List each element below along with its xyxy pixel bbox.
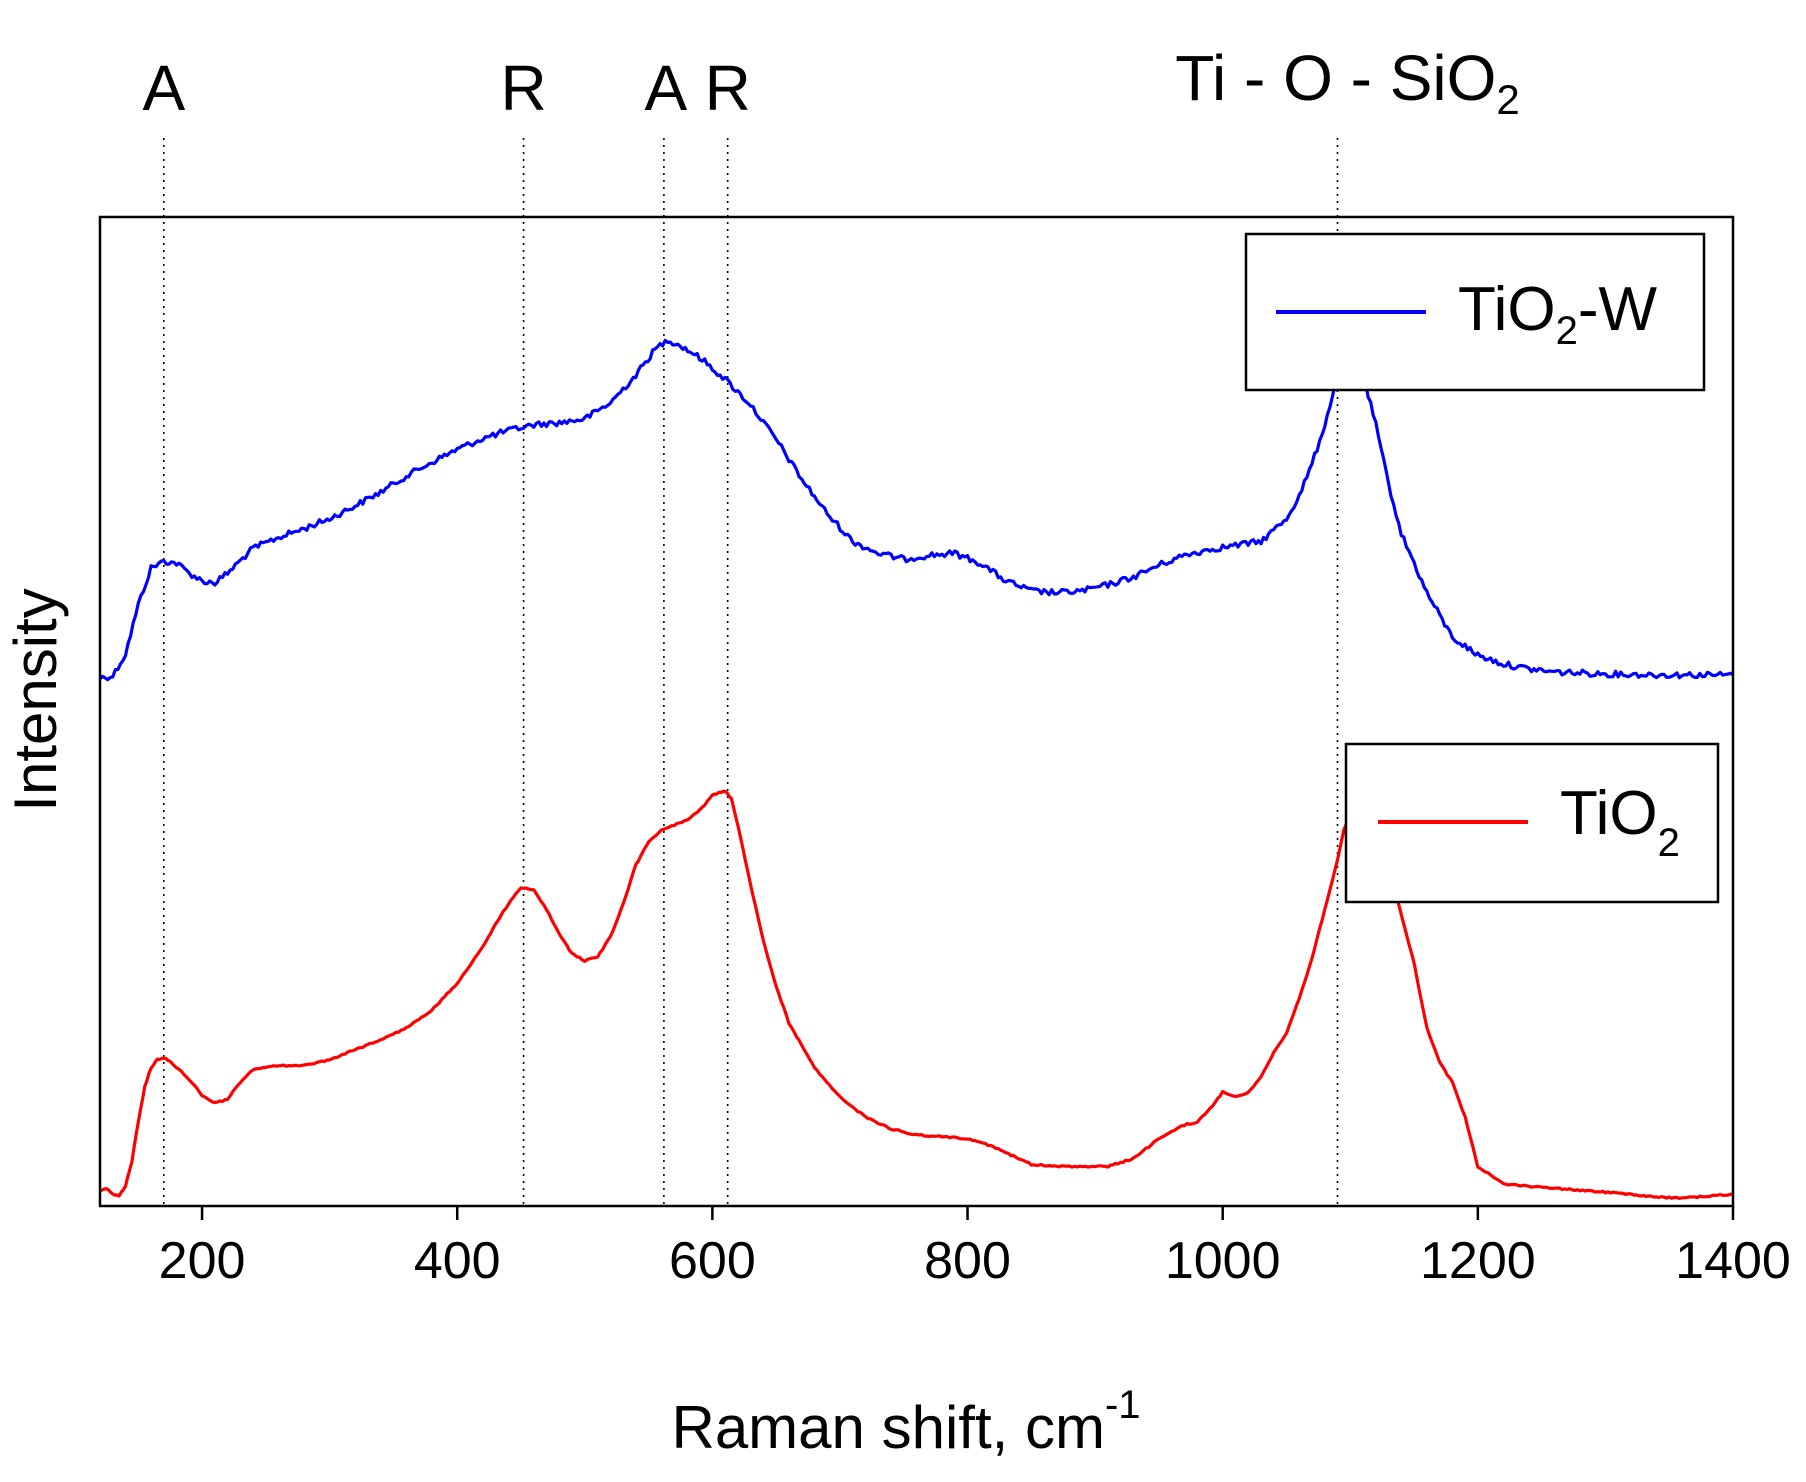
series-layer (98, 338, 1734, 1200)
annotation-label-rutile-2: R (705, 52, 751, 124)
y-axis-label: Intensity (2, 588, 69, 811)
x-tick-label-200: 200 (159, 1232, 246, 1290)
legend-label-tio2: TiO2 (1560, 779, 1680, 865)
annotation-guides (162, 138, 1339, 1206)
x-axis-label-superscript: -1 (1105, 1383, 1141, 1427)
legend-label-tio2-w-sub: 2 (1556, 309, 1578, 353)
x-axis-label: Raman shift, cm-1 (671, 1383, 1140, 1461)
annotation-label-ti-o-sio2: Ti - O - SiO2 (1175, 42, 1520, 123)
legend-label-tio2-w: TiO2-W (1458, 275, 1657, 353)
legend-label-tio2-w-base: TiO (1458, 275, 1556, 344)
axes-layer: 200 400 600 800 1000 1200 1400 (98, 215, 1791, 1290)
x-tick-label-1000: 1000 (1165, 1232, 1281, 1290)
legend-label-tio2-sub: 2 (1658, 821, 1680, 865)
x-tick-label-1200: 1200 (1420, 1232, 1536, 1290)
annotation-label-anatase-2: A (645, 52, 688, 124)
annotation-label-anatase-1: A (142, 52, 185, 124)
x-tick-label-800: 800 (924, 1232, 1011, 1290)
legend-label-tio2-w-suffix: -W (1578, 275, 1658, 344)
x-tick-label-1400: 1400 (1675, 1232, 1791, 1290)
x-tick-label-400: 400 (414, 1232, 501, 1290)
legend-label-tio2-base: TiO (1560, 779, 1658, 848)
legend-tio2-w: TiO2-W (1244, 232, 1706, 392)
x-axis-label-text: Raman shift, cm (671, 1394, 1104, 1461)
legend-tio2: TiO2 (1344, 742, 1720, 904)
series-line-tio2 (99, 789, 1734, 1200)
series-line-tio2-w (98, 338, 1734, 682)
plot-frame (98, 215, 1735, 1208)
annotation-label-subscript: 2 (1496, 76, 1519, 123)
annotation-label-rutile-1: R (500, 52, 546, 124)
annotation-label-ti-o-sio-text: Ti - O - SiO (1175, 42, 1496, 114)
x-tick-label-600: 600 (669, 1232, 756, 1290)
